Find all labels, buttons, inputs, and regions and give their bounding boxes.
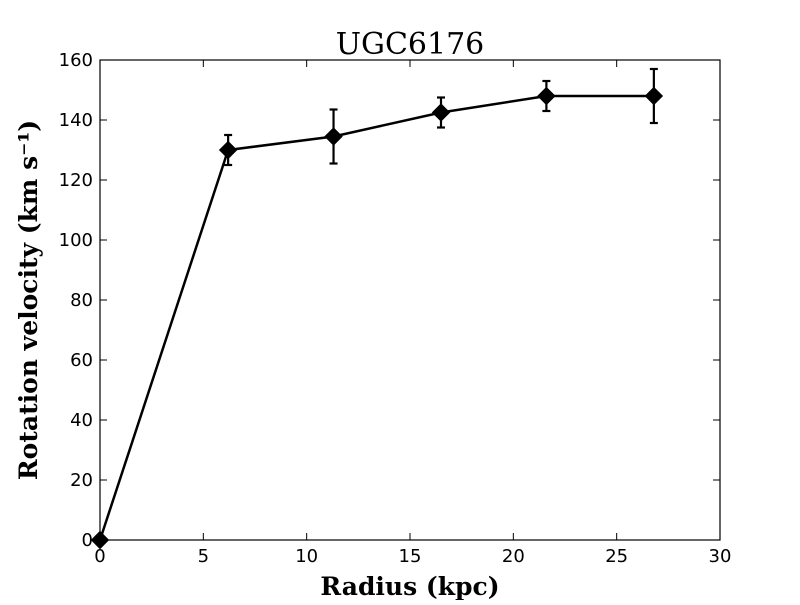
series-line (98, 94, 654, 541)
y-tick-label: 100 (59, 230, 93, 251)
data-point-marker (644, 86, 664, 106)
x-tick-label: 25 (605, 546, 628, 567)
x-axis-label: Radius (kpc) (320, 572, 499, 600)
data-point-marker (90, 530, 110, 550)
y-tick-label: 40 (70, 410, 93, 431)
plot-area: 0 5 10 15 20 25 30 0 20 40 60 80 100 120 140 160 (59, 50, 732, 567)
y-tick-label: 160 (59, 50, 93, 71)
data-point-marker (218, 140, 238, 160)
data-point-marker (324, 127, 343, 146)
data-point-marker (431, 103, 451, 122)
y-tick-label: 20 (70, 470, 93, 491)
x-tick-label: 0 (94, 546, 105, 567)
y-tick-label: 80 (70, 290, 93, 311)
x-tick-label: 20 (502, 546, 525, 567)
x-tick-label: 10 (295, 546, 318, 567)
y-tick-label: 140 (59, 110, 93, 131)
y-axis-label: Rotation velocity (km s⁻¹) (14, 120, 43, 480)
plot-frame (99, 59, 721, 541)
x-tick-label: 15 (399, 546, 422, 567)
y-tick-label: 120 (59, 170, 93, 191)
x-tick-label: 30 (709, 546, 732, 567)
y-tick-label: 60 (70, 350, 93, 371)
x-tick-label: 5 (198, 546, 209, 567)
chart-title: UGC6176 (336, 27, 485, 62)
y-tick-label: 0 (82, 530, 93, 551)
data-point-marker (537, 86, 556, 106)
